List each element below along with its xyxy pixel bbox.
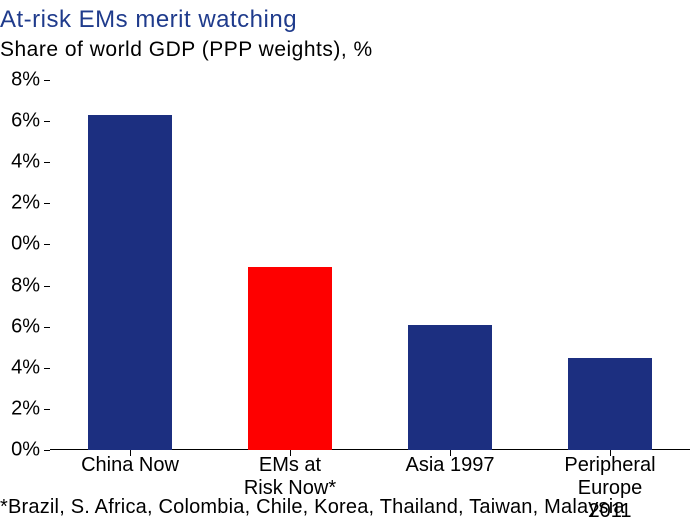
- y-tick-label: 8%: [0, 69, 40, 92]
- y-tick-label: 4%: [0, 151, 40, 174]
- chart-subtitle: Share of world GDP (PPP weights), %: [0, 38, 373, 62]
- y-tick-label: 2%: [0, 192, 40, 215]
- y-tick: [44, 80, 50, 81]
- y-tick: [44, 450, 50, 451]
- plot-area: 0%2%4%6%8%0%2%4%6%8%China NowEMs atRisk …: [50, 80, 690, 450]
- chart-title: At-risk EMs merit watching: [0, 6, 297, 34]
- bar: [408, 325, 491, 450]
- y-tick-label: 0%: [0, 233, 40, 256]
- y-tick: [44, 244, 50, 245]
- bar: [88, 115, 171, 450]
- x-tick-label: China Now: [53, 454, 207, 477]
- y-tick-label: 0%: [0, 439, 40, 462]
- y-tick-label: 2%: [0, 397, 40, 420]
- y-tick: [44, 286, 50, 287]
- y-tick-label: 8%: [0, 274, 40, 297]
- x-tick-label: EMs atRisk Now*: [213, 454, 367, 500]
- chart-footnote: *Brazil, S. Africa, Colombia, Chile, Kor…: [0, 496, 625, 519]
- y-tick: [44, 121, 50, 122]
- bar: [568, 358, 651, 451]
- y-tick: [44, 368, 50, 369]
- x-tick-label: Asia 1997: [373, 454, 527, 477]
- y-tick: [44, 162, 50, 163]
- y-tick-label: 6%: [0, 315, 40, 338]
- y-tick-label: 6%: [0, 110, 40, 133]
- bar: [248, 267, 331, 450]
- y-tick-label: 4%: [0, 356, 40, 379]
- y-tick: [44, 327, 50, 328]
- y-tick: [44, 409, 50, 410]
- y-tick: [44, 203, 50, 204]
- chart-container: At-risk EMs merit watching Share of worl…: [0, 0, 700, 525]
